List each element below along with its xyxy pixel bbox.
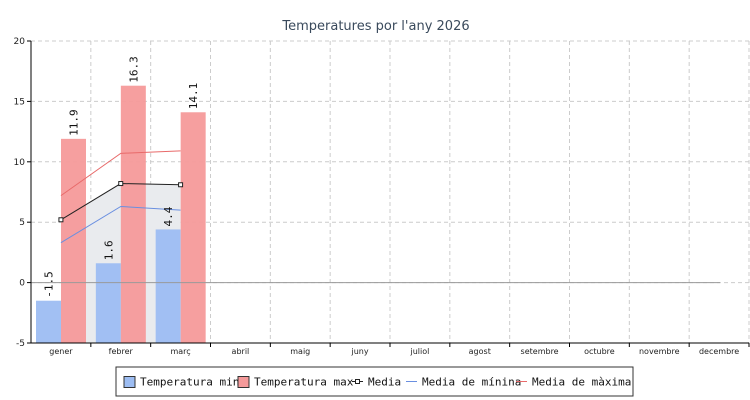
x-tick-label: decembre [699,347,739,356]
data-label: 16.3 [127,56,140,83]
x-tick-label: març [170,347,190,356]
data-label: 14.1 [187,83,200,110]
y-tick-label: 5 [19,218,25,228]
bar-max [120,85,146,344]
bars [36,85,206,344]
axes: -5 0 5 10 15 20 gener febrer març abril maig juny ju… [14,37,750,356]
data-label: -1.5 [43,271,56,298]
x-tick-label: febrer [109,347,134,356]
data-label: 1.6 [102,240,115,260]
x-tick-label: abril [232,347,250,356]
legend-label: Temperatura min [140,376,239,389]
x-tick-label: setembre [521,347,559,356]
legend: Temperatura min Temperatura max Media Media… [115,366,634,397]
y-tick-label: 10 [14,158,26,168]
bar-max [61,138,86,343]
legend-label: Media de mínina [422,376,521,389]
mean-marker [58,217,64,223]
y-tick-label: -5 [16,339,25,349]
bar-min [36,300,61,343]
legend-box [115,366,634,397]
y-tick-label: 15 [14,97,25,107]
x-tick-label: juliol [409,347,429,356]
x-tick-label: maig [290,347,310,356]
bar-min [155,229,181,343]
chart-title: Temperatures por l'any 2026 [281,19,469,34]
line-3 [60,205,181,244]
y-tick-label: 0 [19,279,25,289]
bar-min [95,263,121,343]
line-4 [60,150,181,197]
x-tick-label: juny [351,347,369,356]
legend-swatch [123,376,136,388]
data-labels: -1.5 1.6 4.4 11.9 16.3 14.1 [43,56,201,298]
lines [58,150,184,244]
data-label: 11.9 [68,109,81,136]
legend-swatch [237,376,250,388]
mean-marker [118,181,124,187]
x-tick-label: novembre [639,347,680,356]
x-tick-label: gener [49,347,73,356]
x-tick-label: octubre [584,347,615,356]
y-tick-label: 20 [14,37,26,47]
legend-label: Temperatura max [254,376,354,389]
legend-label: Media [368,376,401,389]
legend-marker [355,379,360,384]
bar-max [180,112,206,343]
x-tick-label: agost [469,347,491,356]
mean-marker [178,182,184,188]
legend-label: Media de màxima [532,376,631,389]
data-label: 4.4 [162,206,175,226]
